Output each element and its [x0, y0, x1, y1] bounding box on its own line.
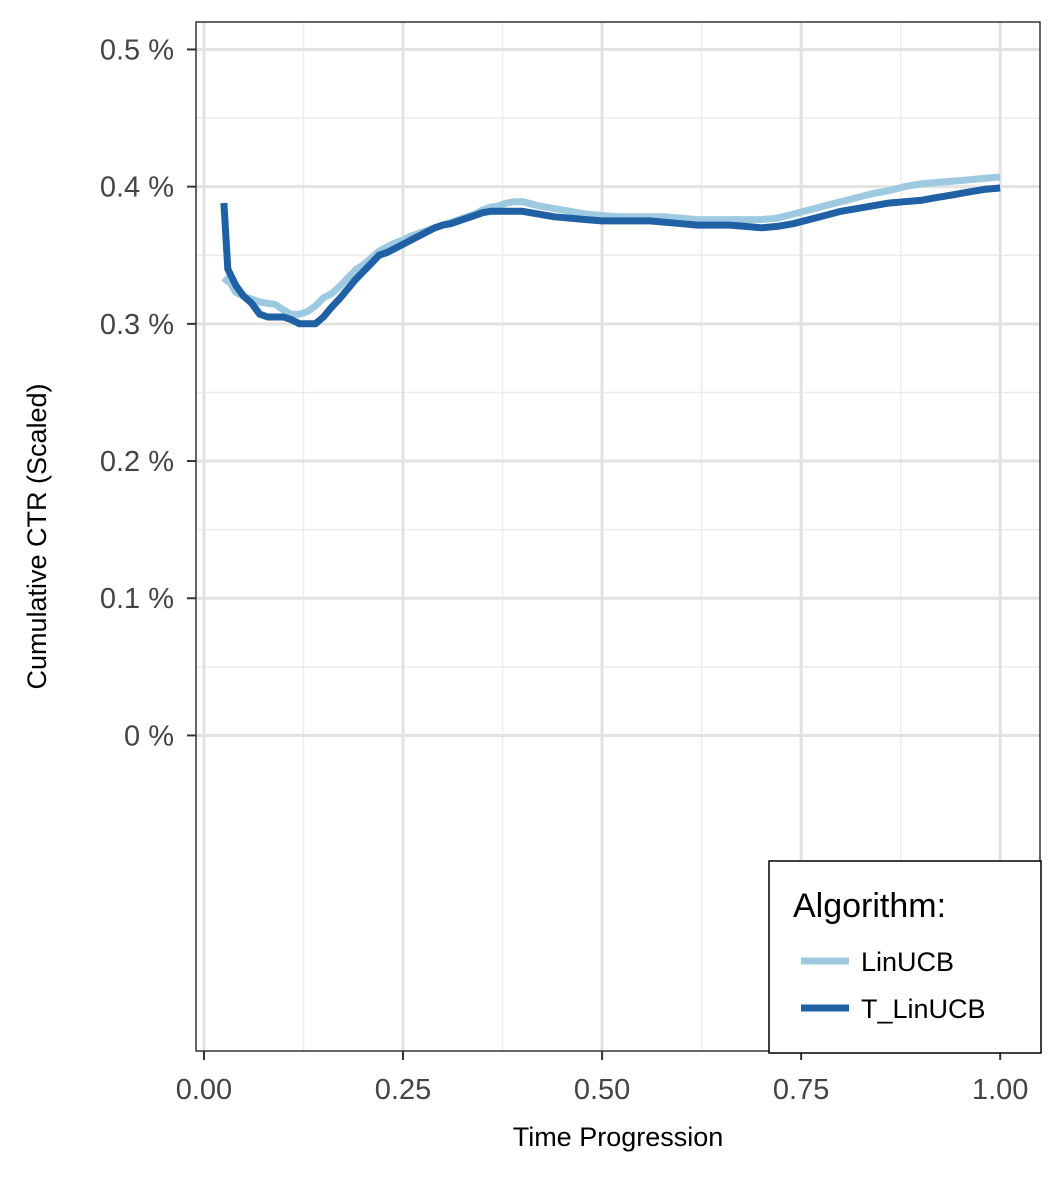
legend: Algorithm: LinUCB T_LinUCB	[768, 860, 1042, 1054]
y-tick-label: 0.4 %	[100, 172, 174, 204]
x-axis-title: Time Progression	[513, 1122, 724, 1152]
series-line-t-linucb	[220, 184, 1001, 328]
y-tick-label: 0 %	[124, 720, 174, 752]
x-tick-label: 0.00	[176, 1074, 232, 1106]
y-axis-title: Cumulative CTR (Scaled)	[22, 383, 52, 689]
plot-panel-border	[195, 21, 1041, 1052]
y-tick-label: 0.5 %	[100, 34, 174, 66]
axis-tick-labels: 0.00 0.25 0.50 0.75 1.00 0 % 0.1 % 0.2 % 0.3 % 0.…	[100, 34, 1029, 1106]
y-tick-label: 0.1 %	[100, 583, 174, 615]
grid-minor	[196, 22, 1040, 1051]
legend-entries: LinUCB T_LinUCB	[801, 947, 986, 1024]
series-line-linucb	[221, 173, 1001, 318]
legend-label-t-linucb: T_LinUCB	[861, 994, 986, 1024]
series-lines	[220, 173, 1001, 328]
y-tick-label: 0.3 %	[100, 309, 174, 341]
legend-label-linucb: LinUCB	[861, 947, 954, 977]
y-tick-label: 0.2 %	[100, 446, 174, 478]
x-tick-label: 0.25	[375, 1074, 431, 1106]
legend-box	[768, 860, 1042, 1054]
x-tick-label: 1.00	[972, 1074, 1028, 1106]
x-tick-label: 0.75	[773, 1074, 829, 1106]
legend-title: Algorithm:	[793, 887, 946, 925]
x-tick-label: 0.50	[574, 1074, 630, 1106]
